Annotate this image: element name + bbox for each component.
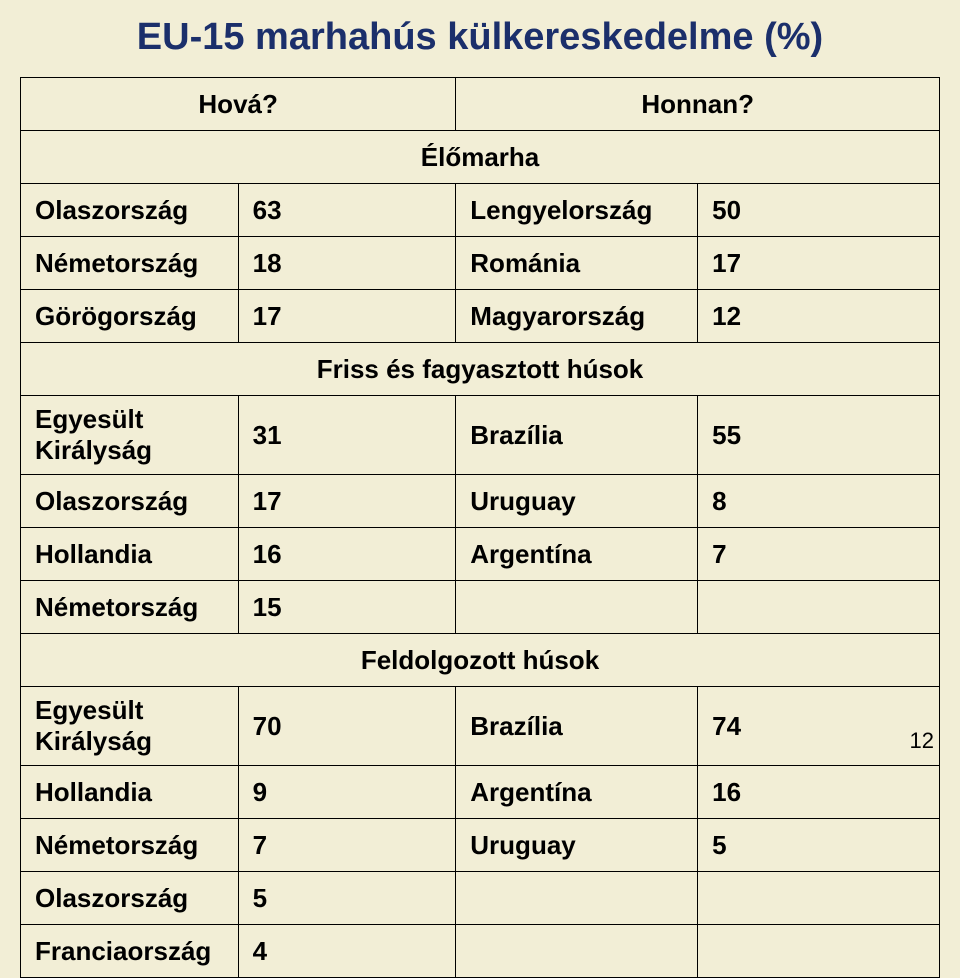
table-row: Franciaország 4	[21, 925, 940, 978]
section-friss: Friss és fagyasztott húsok	[21, 343, 940, 396]
cell: 7	[698, 528, 940, 581]
cell: Brazília	[456, 396, 698, 475]
cell: Argentína	[456, 528, 698, 581]
cell	[456, 872, 698, 925]
cell: 63	[238, 184, 456, 237]
cell: Hollandia	[21, 766, 239, 819]
table-row: Hollandia 16 Argentína 7	[21, 528, 940, 581]
cell: Olaszország	[21, 475, 239, 528]
cell: 50	[698, 184, 940, 237]
table-row: Olaszország 5	[21, 872, 940, 925]
table-row: Németország 18 Románia 17	[21, 237, 940, 290]
cell: 9	[238, 766, 456, 819]
cell: Argentína	[456, 766, 698, 819]
section-friss-label: Friss és fagyasztott húsok	[21, 343, 940, 396]
cell: Olaszország	[21, 184, 239, 237]
cell: 31	[238, 396, 456, 475]
cell: 16	[698, 766, 940, 819]
cell: 17	[238, 290, 456, 343]
cell: Olaszország	[21, 872, 239, 925]
table-header-row: Hová? Honnan?	[21, 78, 940, 131]
cell: Uruguay	[456, 475, 698, 528]
cell: Németország	[21, 819, 239, 872]
cell: Franciaország	[21, 925, 239, 978]
page-number: 12	[910, 728, 934, 754]
table-row: Németország 15	[21, 581, 940, 634]
cell: 16	[238, 528, 456, 581]
cell	[698, 872, 940, 925]
page-title: EU-15 marhahús külkereskedelme (%)	[20, 16, 940, 59]
table-row: Olaszország 63 Lengyelország 50	[21, 184, 940, 237]
cell: 17	[238, 475, 456, 528]
cell: Brazília	[456, 687, 698, 766]
cell: Németország	[21, 237, 239, 290]
table-row: Görögország 17 Magyarország 12	[21, 290, 940, 343]
cell: 8	[698, 475, 940, 528]
cell: 17	[698, 237, 940, 290]
header-right: Honnan?	[456, 78, 940, 131]
cell: 74	[698, 687, 940, 766]
cell: Lengyelország	[456, 184, 698, 237]
table-row: Egyesült Királyság 31 Brazília 55	[21, 396, 940, 475]
cell	[698, 581, 940, 634]
page: EU-15 marhahús külkereskedelme (%) Hová?…	[0, 0, 960, 768]
cell: Egyesült Királyság	[21, 687, 239, 766]
cell: Uruguay	[456, 819, 698, 872]
table-row: Hollandia 9 Argentína 16	[21, 766, 940, 819]
header-left: Hová?	[21, 78, 456, 131]
section-elomarha-label: Élőmarha	[21, 131, 940, 184]
trade-table: Hová? Honnan? Élőmarha Olaszország 63 Le…	[20, 77, 940, 978]
cell: Németország	[21, 581, 239, 634]
section-feldolg: Feldolgozott húsok	[21, 634, 940, 687]
table-row: Olaszország 17 Uruguay 8	[21, 475, 940, 528]
cell: 18	[238, 237, 456, 290]
cell: 70	[238, 687, 456, 766]
table-row: Németország 7 Uruguay 5	[21, 819, 940, 872]
cell: 7	[238, 819, 456, 872]
cell: Hollandia	[21, 528, 239, 581]
cell: 5	[698, 819, 940, 872]
cell: 4	[238, 925, 456, 978]
table-row: Egyesült Királyság 70 Brazília 74	[21, 687, 940, 766]
cell	[456, 925, 698, 978]
section-feldolg-label: Feldolgozott húsok	[21, 634, 940, 687]
cell: Románia	[456, 237, 698, 290]
section-elomarha: Élőmarha	[21, 131, 940, 184]
cell: 12	[698, 290, 940, 343]
cell: 5	[238, 872, 456, 925]
cell	[698, 925, 940, 978]
cell: Egyesült Királyság	[21, 396, 239, 475]
cell	[456, 581, 698, 634]
cell: Görögország	[21, 290, 239, 343]
cell: Magyarország	[456, 290, 698, 343]
cell: 15	[238, 581, 456, 634]
cell: 55	[698, 396, 940, 475]
